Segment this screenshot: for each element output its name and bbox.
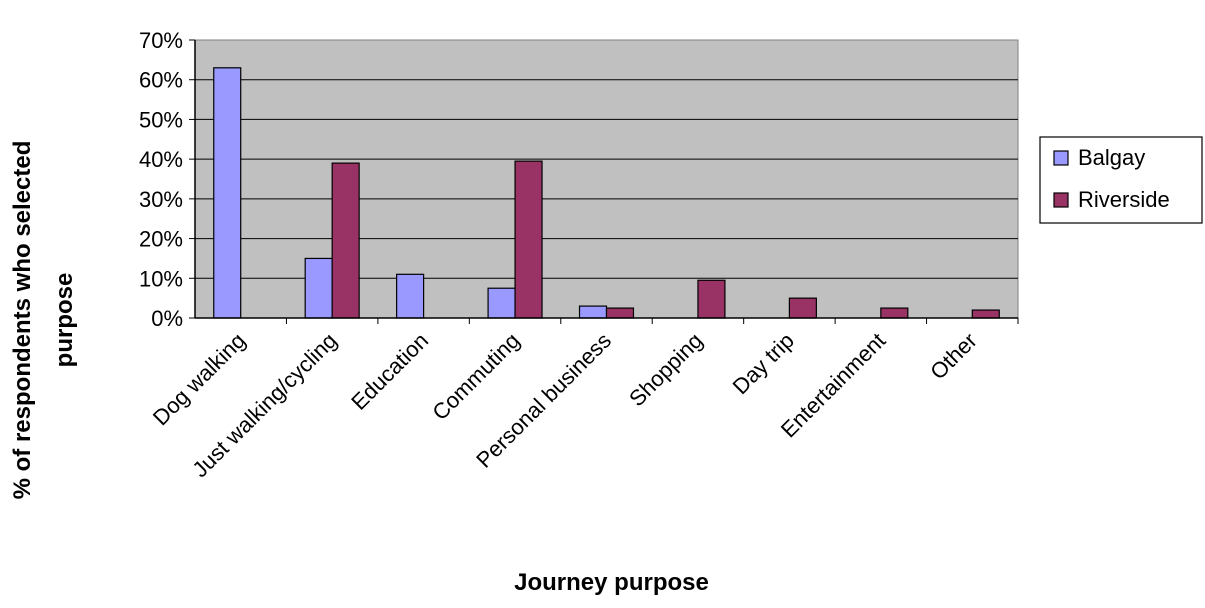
bar-balgay-0 [213,67,242,319]
y-tick-label: 50% [139,107,183,132]
x-tick-label: Dog walking [148,328,250,430]
legend: Balgay Riverside [1039,136,1203,224]
x-axis-title: Journey purpose [514,569,709,596]
y-tick-label: 30% [139,187,183,212]
y-tick-label: 70% [139,28,183,53]
bar-balgay-2 [396,273,425,319]
y-axis-title: purpose [51,273,78,368]
bar-riverside-1 [331,162,360,319]
bar-balgay-4 [578,305,608,319]
legend-swatch-balgay [1053,150,1069,166]
legend-swatch-riverside [1053,192,1069,208]
legend-label-balgay: Balgay [1078,145,1145,170]
bar-riverside-7 [880,307,909,319]
x-tick-label: Commuting [427,328,524,425]
x-tick-label: Education [346,328,433,415]
y-tick-label: 40% [139,147,183,172]
y-tick-label: 10% [139,266,183,291]
y-tick-label: 60% [139,68,183,93]
bar-riverside-3 [514,160,543,319]
y-tick-label: 20% [139,227,183,252]
bar-riverside-8 [971,309,1000,319]
y-axis-title: % of respondents who selected [9,141,36,500]
bar-riverside-6 [788,297,817,319]
legend-label-riverside: Riverside [1078,187,1170,212]
x-tick-label: Other [925,328,982,385]
x-tick-label: Day trip [728,328,799,399]
y-tick-label: 0% [151,306,183,331]
bar-riverside-4 [605,307,635,319]
bar-balgay-1 [304,257,333,319]
bar-balgay-3 [487,287,516,319]
axes [189,39,1019,324]
bars-layer [213,67,1000,319]
bar-riverside-5 [697,279,726,319]
x-tick-label: Shopping [624,328,707,411]
